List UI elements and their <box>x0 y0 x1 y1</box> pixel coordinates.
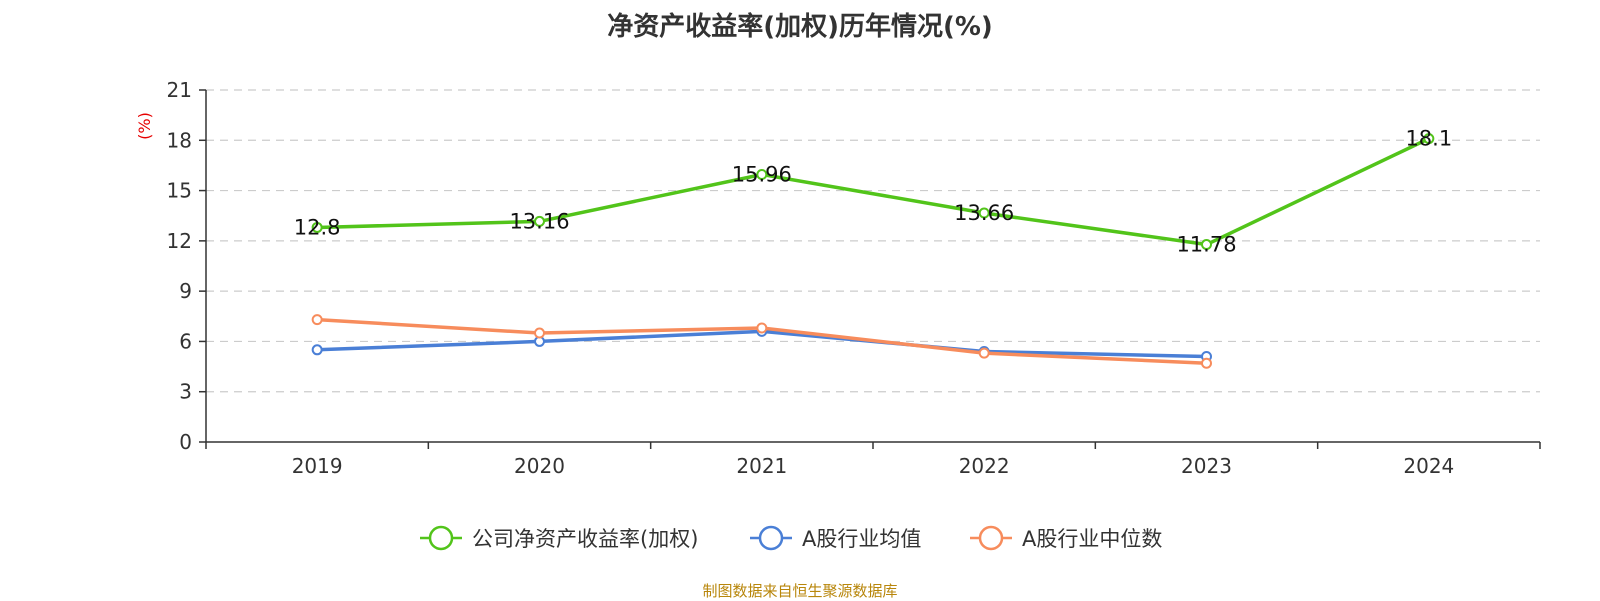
legend-marker <box>978 525 1004 551</box>
y-tick-label: 12 <box>167 229 192 253</box>
data-point <box>1423 133 1435 145</box>
data-label: 15.96 <box>732 162 792 186</box>
data-point <box>311 221 323 233</box>
data-label: 11.78 <box>1176 233 1236 257</box>
data-labels: 12.8 13.16 15.96 13.66 11.78 18.1 <box>294 127 1452 257</box>
chart-title: 净资产收益率(加权)历年情况(%) <box>607 12 993 42</box>
legend-label: 公司净资产收益率(加权) <box>472 527 698 551</box>
y-tick-label: 9 <box>179 279 192 303</box>
legend-item[interactable]: A股行业中位数 <box>970 525 1162 551</box>
data-label: 13.16 <box>509 209 569 233</box>
data-point <box>756 322 768 334</box>
data-point <box>1201 357 1212 369</box>
source-note: 制图数据来自恒生聚源数据库 <box>702 582 898 600</box>
legend-marker <box>428 525 454 551</box>
data-point <box>534 327 545 339</box>
data-point <box>311 314 323 326</box>
x-tick-label: 2024 <box>1403 454 1454 478</box>
data-point <box>311 344 323 356</box>
legend-label: A股行业中位数 <box>1022 527 1162 551</box>
data-label: 13.66 <box>954 201 1014 225</box>
y-tick-label: 18 <box>167 128 192 152</box>
x-tick-label: 2019 <box>292 454 343 478</box>
y-tick-label: 0 <box>179 430 192 454</box>
legend-marker <box>758 525 784 551</box>
y-axis-label: (%) <box>135 112 154 140</box>
y-tick-label: 6 <box>179 329 192 353</box>
y-tick-label: 15 <box>167 179 192 203</box>
data-point <box>978 207 990 219</box>
y-tick-label: 3 <box>179 380 192 404</box>
legend-item[interactable]: 公司净资产收益率(加权) <box>420 525 698 551</box>
axes: 0 3 6 9 12 15 18 21 (%) 2019 2020 2021 2022 2023 2024 <box>135 78 1541 478</box>
series-layer <box>311 133 1435 369</box>
data-point <box>978 347 990 359</box>
x-tick-label: 2021 <box>736 454 787 478</box>
x-tick-label: 2023 <box>1181 454 1232 478</box>
data-point <box>534 215 545 227</box>
data-point <box>1201 239 1212 251</box>
series-line <box>317 137 1430 247</box>
data-label: 18.1 <box>1405 127 1452 151</box>
legend-item[interactable]: A股行业均值 <box>750 525 921 551</box>
x-tick-label: 2022 <box>959 454 1010 478</box>
x-tick-label: 2020 <box>514 454 565 478</box>
legend-label: A股行业均值 <box>802 527 921 551</box>
data-label: 12.8 <box>294 215 341 239</box>
data-point <box>756 168 768 180</box>
y-tick-label: 21 <box>167 78 192 102</box>
legend[interactable]: 公司净资产收益率(加权) A股行业均值 A股行业中位数 <box>420 525 1162 551</box>
